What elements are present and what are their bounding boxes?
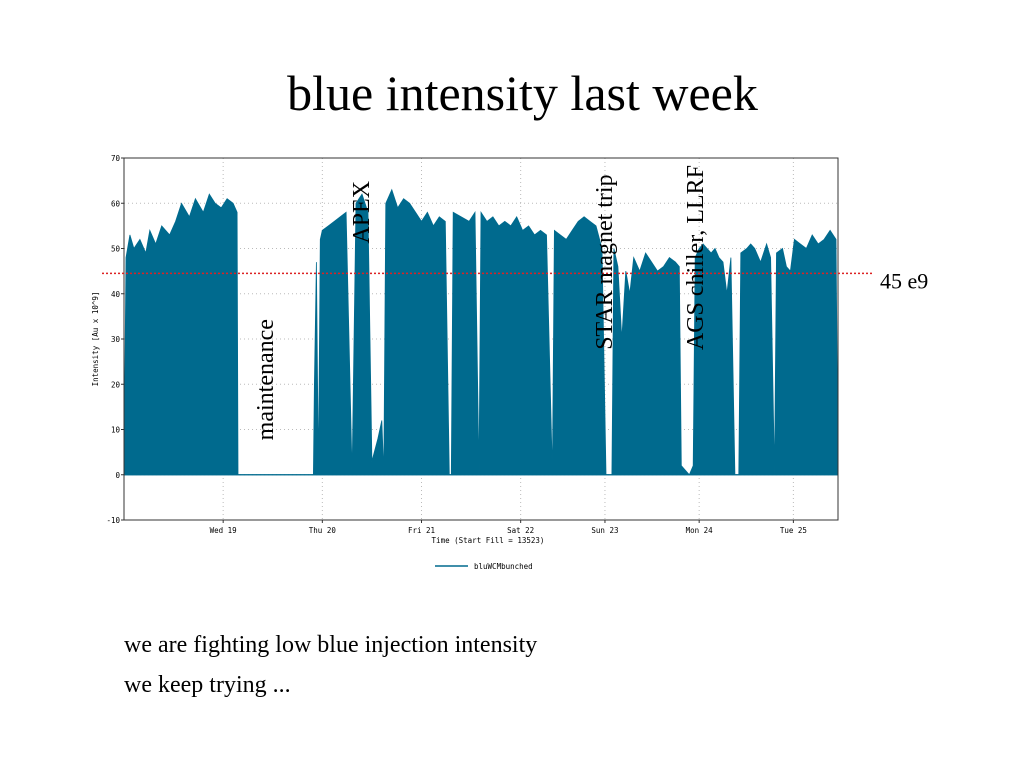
y-tick-label: 40 bbox=[111, 290, 121, 299]
annotations-group: maintenance APEX STAR magnet trip AGS chill… bbox=[253, 165, 709, 440]
chart-plot-area bbox=[123, 188, 839, 476]
x-tick-label: Mon 24 bbox=[686, 526, 714, 535]
y-tick-label: 50 bbox=[111, 245, 121, 254]
x-tick-label: Tue 25 bbox=[780, 526, 807, 535]
x-tick-label: Fri 21 bbox=[408, 526, 435, 535]
x-tick-label: Sat 22 bbox=[507, 526, 534, 535]
annotation-apex: APEX bbox=[349, 181, 375, 244]
note-line-1: we are fighting low blue injection inten… bbox=[124, 632, 538, 658]
annotation-star-magnet-trip: STAR magnet trip bbox=[592, 174, 618, 349]
series-area-bluWCMbunched bbox=[123, 188, 839, 476]
x-tick-label: Thu 20 bbox=[309, 526, 337, 535]
annotation-maintenance: maintenance bbox=[253, 319, 279, 440]
axis-ticks: -10 0 10 20 30 40 50 60 70 Wed 19 Thu 20 Fri 21 Sat … bbox=[106, 154, 806, 535]
x-axis-label: Time (Start Fill = 13523) bbox=[432, 536, 545, 545]
y-tick-label: 10 bbox=[111, 426, 121, 435]
annotation-ags-chiller-llrf: AGS chiller, LLRF bbox=[683, 165, 709, 350]
slide-title: blue intensity last week bbox=[287, 65, 758, 121]
threshold-label: 45 e9 bbox=[880, 268, 928, 293]
y-tick-label: 60 bbox=[111, 199, 121, 208]
y-tick-label: 0 bbox=[115, 471, 120, 480]
y-tick-label: 30 bbox=[111, 335, 121, 344]
y-axis-label: Intensity [Au x 10^9] bbox=[91, 292, 100, 387]
y-tick-label: 70 bbox=[111, 154, 121, 163]
x-tick-label: Sun 23 bbox=[591, 526, 618, 535]
y-tick-label: -10 bbox=[106, 516, 120, 525]
legend-label: bluWCMbunched bbox=[474, 562, 533, 571]
y-tick-label: 20 bbox=[111, 380, 121, 389]
threshold-group: 45 e9 bbox=[102, 268, 928, 293]
note-line-2: we keep trying ... bbox=[124, 672, 291, 698]
x-tick-label: Wed 19 bbox=[210, 526, 237, 535]
